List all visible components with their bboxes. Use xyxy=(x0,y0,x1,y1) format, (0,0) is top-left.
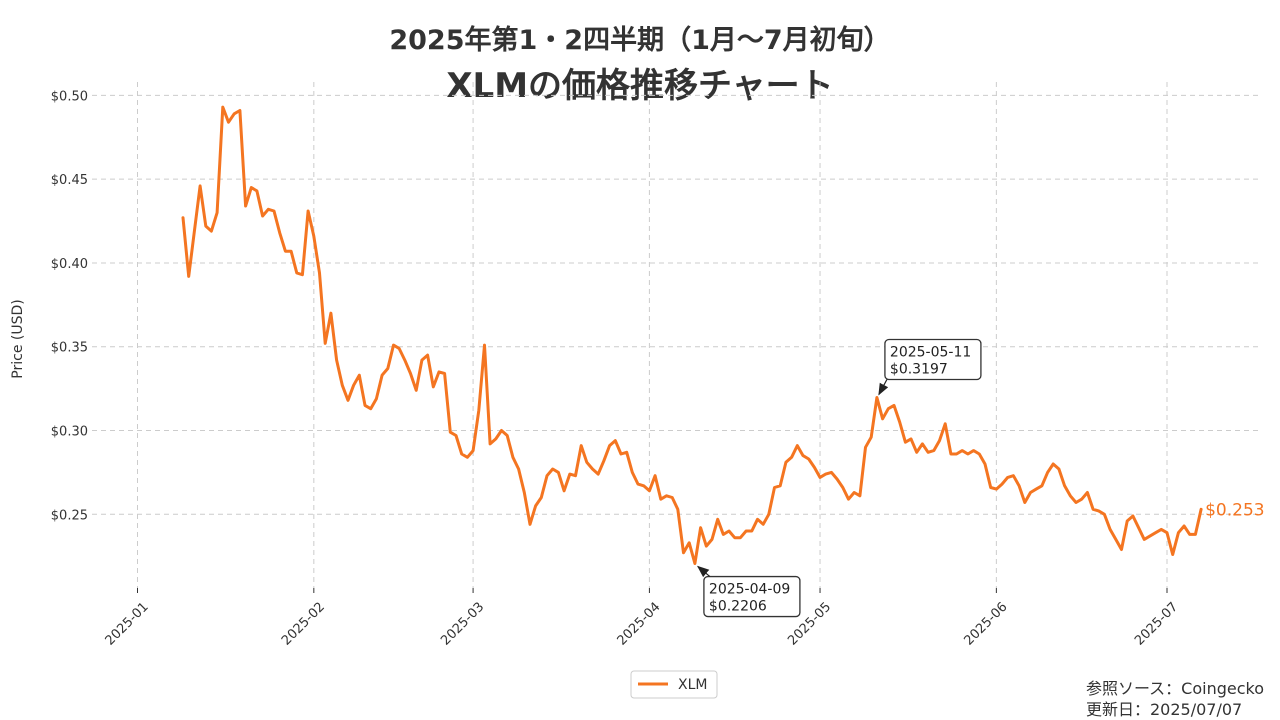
updated-label: 更新日：2025/07/07 xyxy=(1085,700,1243,719)
annotation: 2025-04-09$0.2206 xyxy=(696,565,801,618)
annotation-date: 2025-04-09 xyxy=(709,582,790,598)
y-tick-label: $0.25 xyxy=(51,508,88,523)
y-tick-label: $0.30 xyxy=(51,425,88,440)
y-axis-label: Price (USD) xyxy=(10,299,26,378)
x-tick-label: 2025-01 xyxy=(103,600,152,649)
x-tick-label: 2025-06 xyxy=(962,600,1011,649)
x-tick-label: 2025-03 xyxy=(438,600,487,649)
legend-label-xlm: XLM xyxy=(678,677,707,693)
annotation-box xyxy=(884,338,982,381)
source-label: 参照ソース：Coingecko xyxy=(1085,679,1264,698)
chart-title-line1: 2025年第1・2四半期（1月〜7月初旬） xyxy=(389,25,891,56)
legend: XLM xyxy=(630,670,718,699)
chart-title-line2: XLMの価格推移チャート xyxy=(446,66,834,106)
y-tick-label: $0.35 xyxy=(51,341,88,356)
y-tick-label: $0.40 xyxy=(51,257,88,272)
annotation-date: 2025-05-11 xyxy=(890,344,971,360)
annotation: 2025-05-11$0.3197 xyxy=(878,338,982,396)
x-tick-label: 2025-04 xyxy=(615,600,664,649)
x-tick-label: 2025-02 xyxy=(279,600,328,649)
annotation-arrow xyxy=(696,565,711,578)
series-line-xlm xyxy=(181,105,1203,565)
x-tick-label: 2025-07 xyxy=(1132,600,1181,649)
y-tick-label: $0.45 xyxy=(51,173,88,188)
annotation-price: $0.2206 xyxy=(709,599,767,615)
legend-box xyxy=(630,670,718,699)
y-tick-label: $0.50 xyxy=(51,89,88,104)
annotation-arrow xyxy=(878,379,889,396)
annotation-price: $0.3197 xyxy=(890,361,948,377)
source-note: 参照ソース：Coingecko 更新日：2025/07/07 xyxy=(1086,678,1264,720)
last-value-label: $0.253 xyxy=(1205,500,1264,520)
annotation-box xyxy=(703,575,801,618)
